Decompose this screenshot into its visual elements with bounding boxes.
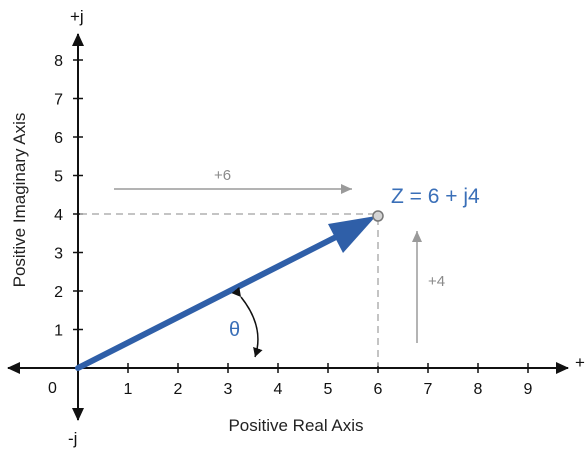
x-tick-label: 8 [474, 381, 483, 398]
x-tick-label: 7 [424, 381, 433, 398]
y-tick-label: 3 [54, 246, 63, 263]
real-component-label: +6 [214, 167, 231, 184]
phasor-vector-head [328, 216, 376, 253]
negative-imaginary-axis-label: -j [68, 429, 77, 448]
angle-arc [231, 286, 263, 358]
y-axis-ticks: 1 2 3 4 5 6 7 8 [54, 53, 83, 340]
y-tick-label: 8 [54, 53, 63, 70]
x-tick-label: 4 [274, 381, 283, 398]
positive-real-axis-label: + [575, 353, 585, 372]
x-tick-label: 9 [524, 381, 533, 398]
phasor-vector [75, 234, 339, 371]
x-tick-label: 3 [224, 381, 233, 398]
x-tick-label: 2 [174, 381, 183, 398]
angle-label: θ [229, 319, 240, 341]
point-label: Z = 6 + j4 [391, 185, 480, 208]
x-tick-label: 5 [324, 381, 333, 398]
y-tick-label: 1 [54, 323, 63, 340]
y-tick-label: 4 [54, 207, 63, 224]
x-tick-label: 6 [374, 381, 383, 398]
x-axis-title: Positive Real Axis [228, 416, 363, 435]
x-tick-label: 1 [124, 381, 133, 398]
positive-imaginary-axis-label: +j [70, 7, 84, 26]
origin-label: 0 [48, 380, 57, 397]
imaginary-component-label: +4 [428, 273, 445, 290]
y-tick-label: 2 [54, 284, 63, 301]
x-axis-ticks: 1 2 3 4 5 6 7 8 9 [124, 363, 533, 398]
y-tick-label: 7 [54, 92, 63, 109]
y-axis-title: Positive Imaginary Axis [10, 113, 29, 288]
y-tick-label: 5 [54, 169, 63, 186]
y-tick-label: 6 [54, 130, 63, 147]
phasor-endpoint [372, 210, 384, 222]
